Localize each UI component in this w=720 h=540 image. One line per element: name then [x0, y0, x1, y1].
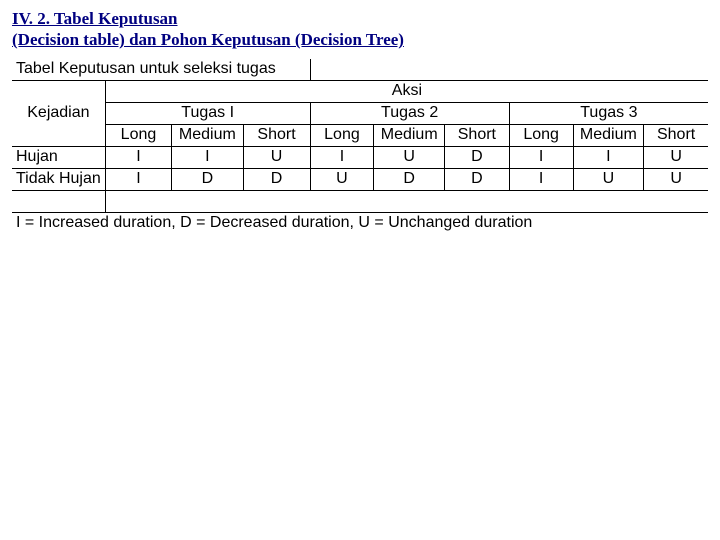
- empty-cell: [12, 190, 105, 212]
- val-cell: D: [445, 146, 510, 168]
- val-cell: U: [644, 146, 708, 168]
- event-cell: Tidak Hujan: [12, 168, 105, 190]
- event-cell: Hujan: [12, 146, 105, 168]
- val-cell: D: [374, 168, 445, 190]
- section-heading: IV. 2. Tabel Keputusan (Decision table) …: [12, 8, 708, 51]
- dur-header: Medium: [374, 124, 445, 146]
- table-row: Long Medium Short Long Medium Short Long…: [12, 124, 708, 146]
- heading-line-1: IV. 2. Tabel Keputusan: [12, 9, 178, 28]
- dur-header: Long: [509, 124, 573, 146]
- table-row: Tugas I Tugas 2 Tugas 3: [12, 102, 708, 124]
- table-row: I = Increased duration, D = Decreased du…: [12, 212, 708, 234]
- val-cell: U: [374, 146, 445, 168]
- kejadian-header: Kejadian: [12, 80, 105, 146]
- val-cell: U: [310, 168, 374, 190]
- legend-cell: I = Increased duration, D = Decreased du…: [12, 212, 708, 234]
- dur-header: Long: [310, 124, 374, 146]
- tugas-header: Tugas 3: [509, 102, 708, 124]
- tugas-header: Tugas 2: [310, 102, 509, 124]
- val-cell: I: [509, 168, 573, 190]
- val-cell: D: [243, 168, 310, 190]
- aksi-header: Aksi: [105, 80, 708, 102]
- empty-cell: [310, 59, 708, 81]
- val-cell: I: [105, 146, 171, 168]
- table-row: Tabel Keputusan untuk seleksi tugas: [12, 59, 708, 81]
- tugas-header: Tugas I: [105, 102, 310, 124]
- val-cell: U: [573, 168, 644, 190]
- table-row: [12, 190, 708, 212]
- val-cell: D: [445, 168, 510, 190]
- val-cell: I: [105, 168, 171, 190]
- val-cell: U: [243, 146, 310, 168]
- val-cell: I: [310, 146, 374, 168]
- dur-header: Short: [243, 124, 310, 146]
- table-row: Hujan I I U I U D I I U: [12, 146, 708, 168]
- dur-header: Short: [445, 124, 510, 146]
- table-row: Kejadian Aksi: [12, 80, 708, 102]
- dur-header: Medium: [573, 124, 644, 146]
- val-cell: I: [573, 146, 644, 168]
- table-row: Tidak Hujan I D D U D D I U U: [12, 168, 708, 190]
- val-cell: D: [172, 168, 243, 190]
- table-title: Tabel Keputusan untuk seleksi tugas: [12, 59, 310, 81]
- dur-header: Medium: [172, 124, 243, 146]
- dur-header: Long: [105, 124, 171, 146]
- val-cell: I: [509, 146, 573, 168]
- decision-table: Tabel Keputusan untuk seleksi tugas Keja…: [12, 59, 708, 234]
- val-cell: U: [644, 168, 708, 190]
- dur-header: Short: [644, 124, 708, 146]
- empty-cell: [105, 190, 708, 212]
- val-cell: I: [172, 146, 243, 168]
- heading-line-2: (Decision table) dan Pohon Keputusan (De…: [12, 30, 404, 49]
